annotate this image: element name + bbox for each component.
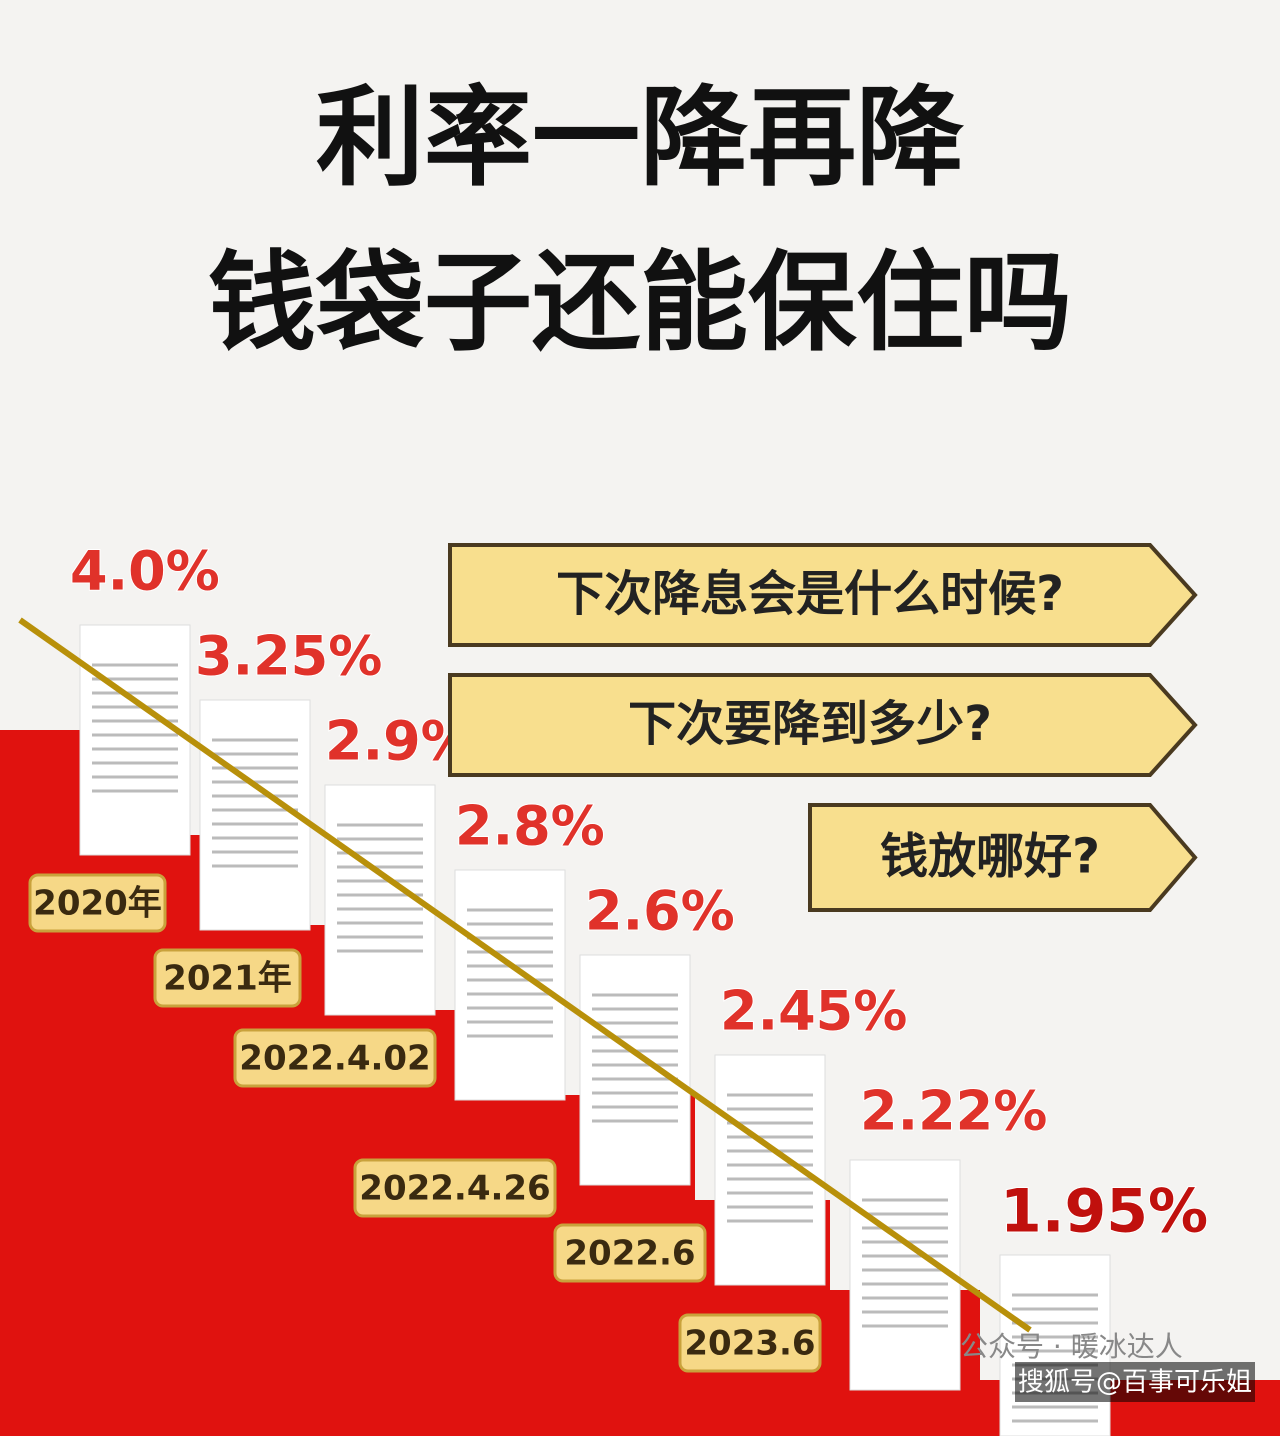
question-arrow <box>448 543 1198 647</box>
date-label: 2020年 <box>33 884 162 924</box>
watermark: 搜狐号@百事可乐姐 <box>1018 1368 1252 1398</box>
date-badge <box>153 948 302 1008</box>
document-card <box>199 699 311 931</box>
date-badge <box>353 1158 557 1218</box>
title-line: 钱袋子还能保住吗 <box>208 241 1072 366</box>
question-text: 钱放哪好? <box>880 829 1100 885</box>
watermark: 公众号 · 暖冰达人 <box>960 1330 1183 1363</box>
date-label: 2022.4.02 <box>239 1039 430 1079</box>
question-arrow <box>808 803 1198 912</box>
question-text: 下次降息会是什么时候? <box>556 566 1064 622</box>
document-card <box>454 869 566 1101</box>
rate-label: 2.6% <box>585 880 735 943</box>
document-card <box>849 1159 961 1391</box>
date-badge <box>553 1223 707 1283</box>
question-arrow <box>448 673 1198 777</box>
date-label: 2022.4.26 <box>359 1169 550 1209</box>
rate-label: 4.0% <box>70 540 220 603</box>
red-stairs <box>0 730 1280 1436</box>
date-badge <box>678 1313 822 1373</box>
rate-label: 3.25% <box>195 625 382 688</box>
document-card <box>579 954 691 1186</box>
rate-label: 2.45% <box>720 980 907 1043</box>
trend-line <box>18 617 1032 1333</box>
rate-label: 2.8% <box>455 795 605 858</box>
date-label: 2021年 <box>163 959 292 999</box>
date-badge <box>28 873 167 933</box>
document-card <box>714 1054 826 1286</box>
document-card <box>79 624 191 856</box>
date-label: 2023.6 <box>684 1324 815 1364</box>
staircase <box>0 624 1280 1436</box>
questions: 下次降息会是什么时候? 下次要降到多少? 钱放哪好? <box>448 543 1198 912</box>
question-text: 下次要降到多少? <box>628 696 992 752</box>
date-label: 2022.6 <box>564 1234 695 1274</box>
watermark-bg <box>1015 1362 1255 1402</box>
title-line: 利率一降再降 <box>316 76 965 201</box>
rate-label: 2.22% <box>860 1080 1047 1143</box>
date-badge <box>233 1028 437 1088</box>
rate-label: 1.95% <box>1000 1177 1208 1247</box>
